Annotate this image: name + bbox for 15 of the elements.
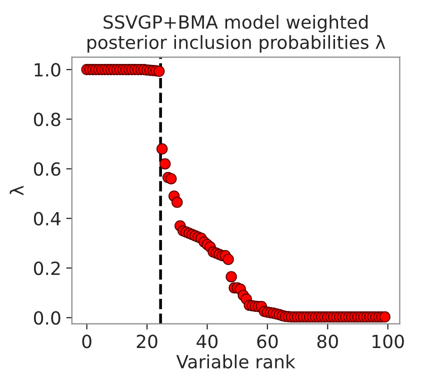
chart-title: SSVGP+BMA model weighted posterior inclusion probabilities λ [88,14,386,53]
x-tick-label: 20 [136,334,158,348]
x-tick-label: 0 [82,334,92,348]
x-axis-title: Variable rank [176,354,296,368]
y-axis-title: λ [10,186,24,196]
x-tick-label: 40 [196,334,218,348]
x-tick-label: 80 [317,334,338,348]
y-tick-label: 0.0 [34,311,60,325]
y-tick-label: 0.6 [34,162,60,176]
x-tick-label: 60 [257,334,278,348]
y-tick-label: 0.2 [34,261,60,276]
y-tick-label: 1.0 [34,63,60,77]
y-tick-label: 0.4 [34,212,60,226]
y-tick-label: 0.8 [34,112,60,126]
x-tick-label: 100 [372,334,404,348]
